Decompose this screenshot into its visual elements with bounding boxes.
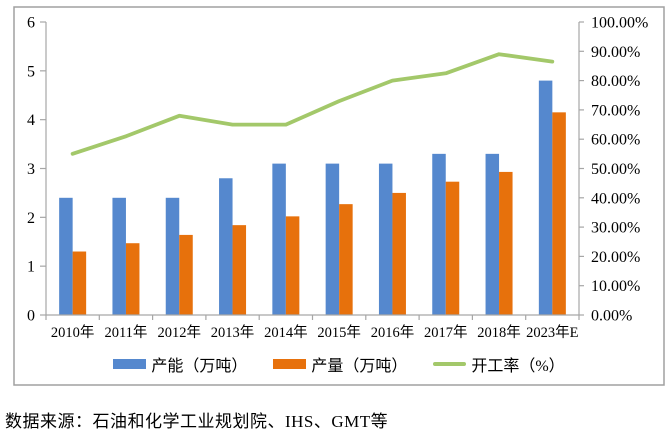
combo-chart-svg: 01234560.00%10.00%20.00%30.00%40.00%50.0… [13,6,665,386]
right-axis-tick-label: 60.00% [591,132,640,149]
x-axis-category-label: 2010年 [51,324,95,341]
output-bar-2012年 [179,234,193,315]
legend-bar-swatch [113,359,147,369]
legend-item: 产能（万吨） [113,352,247,376]
chart-legend: 产能（万吨） 产量（万吨） 开工率（%） [13,352,665,376]
legend-label: 开工率（%） [471,358,565,375]
legend-item: 产量（万吨） [273,352,407,376]
right-axis-tick-label: 10.00% [591,278,640,295]
right-axis-tick-label: 0.00% [591,308,632,325]
left-axis-tick-label: 5 [27,63,35,80]
left-axis-tick-label: 1 [27,259,35,276]
output-bar-2023年E [552,112,566,315]
capacity-bar-2010年 [59,197,73,315]
output-bar-2014年 [285,216,300,315]
capacity-bar-2017年 [432,153,446,315]
right-axis-tick-label: 100.00% [591,15,648,32]
capacity-bar-2012年 [165,197,180,315]
left-axis-tick-label: 0 [27,308,35,325]
x-axis-category-label: 2013年 [211,324,255,341]
capacity-bar-2013年 [219,178,233,315]
output-bar-2016年 [392,192,406,315]
left-axis-tick-label: 4 [27,112,35,129]
right-axis-tick-label: 20.00% [591,249,640,266]
x-axis-category-label: 2023年E [526,324,578,341]
capacity-bar-2016年 [378,163,393,315]
right-axis-tick-label: 90.00% [591,44,640,61]
legend-line-swatch [433,362,467,366]
output-bar-2013年 [232,225,247,315]
source-note: 数据来源：石油和化学工业规划院、IHS、GMT等 [5,412,389,431]
chart-figure: 0 1 2 3 4 5 6 0.00% 10.00% 20.00% 30.00% 40.00% 50.0… [13,6,665,386]
right-axis-tick-label: 40.00% [591,190,640,207]
legend-bar-swatch [273,359,307,369]
output-bar-2017年 [445,181,460,315]
output-bar-2018年 [499,171,513,315]
legend-item: 开工率（%） [433,352,565,376]
capacity-bar-2015年 [325,163,340,315]
right-axis-tick-label: 30.00% [591,220,640,237]
x-axis-category-label: 2012年 [158,324,202,341]
left-axis-tick-label: 6 [27,15,35,32]
right-axis-tick-label: 80.00% [591,73,640,90]
x-axis-category-label: 2018年 [477,324,521,341]
capacity-bar-2023年E [538,80,553,315]
right-axis-tick-label: 70.00% [591,102,640,119]
right-axis-tick-label: 50.00% [591,161,640,178]
capacity-bar-2018年 [485,153,500,315]
utilization-line [70,52,555,156]
capacity-bar-2011年 [112,197,126,315]
x-axis-category-label: 2014年 [264,324,308,341]
left-axis-tick-label: 3 [27,161,35,178]
legend-label: 产能（万吨） [151,358,248,375]
x-axis-category-label: 2015年 [317,324,361,341]
legend-label: 产量（万吨） [311,358,408,375]
output-bar-2015年 [339,204,353,315]
x-axis-category-label: 2016年 [371,324,415,341]
capacity-bar-2014年 [272,163,286,315]
x-axis-category-label: 2011年 [104,324,147,341]
x-axis-category-label: 2017年 [424,324,468,341]
left-axis-tick-label: 2 [27,210,35,227]
output-bar-2011年 [125,243,140,315]
output-bar-2010年 [72,251,87,315]
